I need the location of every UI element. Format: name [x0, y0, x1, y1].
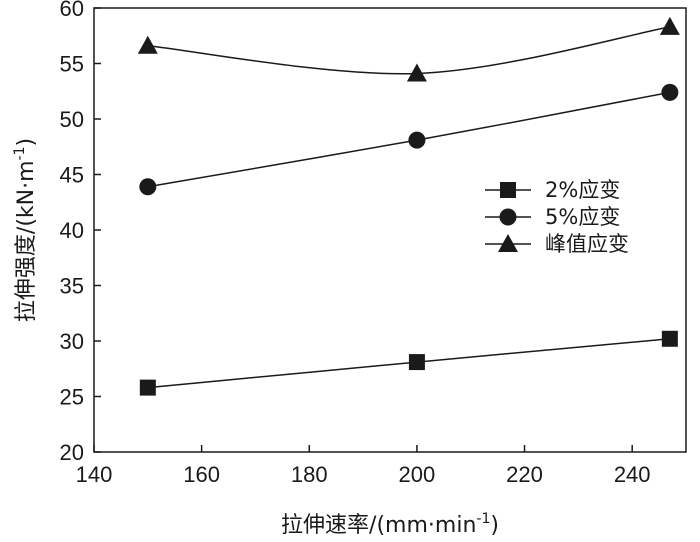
- x-tick-label: 220: [506, 462, 543, 487]
- legend-label: 2%应变: [545, 178, 620, 202]
- data-point-circle: [139, 178, 157, 196]
- legend-marker-circle: [499, 208, 517, 226]
- legend-label: 峰值应变: [545, 232, 629, 256]
- x-tick-label: 180: [291, 462, 328, 487]
- ticks-layer: 140 160 180 200 220 240 20 25 30 35 40 45 50 55 60: [60, 0, 651, 487]
- legend-label: 5%应变: [545, 205, 620, 229]
- y-tick-label: 20: [60, 440, 84, 465]
- x-tick-label: 140: [76, 462, 113, 487]
- x-tick-label: 200: [399, 462, 436, 487]
- data-point-square: [661, 330, 678, 347]
- series-line-3: [147, 26, 670, 75]
- y-tick-label: 50: [60, 107, 84, 132]
- y-tick-label: 45: [60, 163, 84, 188]
- x-axis-title: 拉伸速率/(mm·min-1): [281, 511, 499, 538]
- y-axis-title: 拉伸强度/(kN·m-1): [12, 138, 39, 322]
- legend-marker-square: [500, 182, 516, 198]
- data-point-square: [139, 379, 156, 396]
- data-point-triangle: [406, 63, 427, 82]
- series-line-1: [147, 338, 670, 389]
- y-tick-label: 55: [60, 52, 84, 77]
- x-tick-label: 160: [183, 462, 220, 487]
- data-point-triangle: [137, 35, 158, 54]
- data-point-circle: [408, 131, 426, 149]
- y-tick-label: 35: [60, 274, 84, 299]
- data-point-square: [408, 354, 425, 371]
- legend-marker-triangle: [498, 234, 518, 252]
- y-tick-label: 40: [60, 218, 84, 243]
- data-point-circle: [661, 83, 679, 101]
- x-tick-label: 240: [614, 462, 651, 487]
- y-tick-label: 25: [60, 385, 84, 410]
- plot-frame: [93, 7, 687, 453]
- y-tick-label: 30: [60, 329, 84, 354]
- data-point-triangle: [659, 16, 680, 35]
- series-layer: [137, 16, 680, 396]
- y-tick-label: 60: [60, 0, 84, 21]
